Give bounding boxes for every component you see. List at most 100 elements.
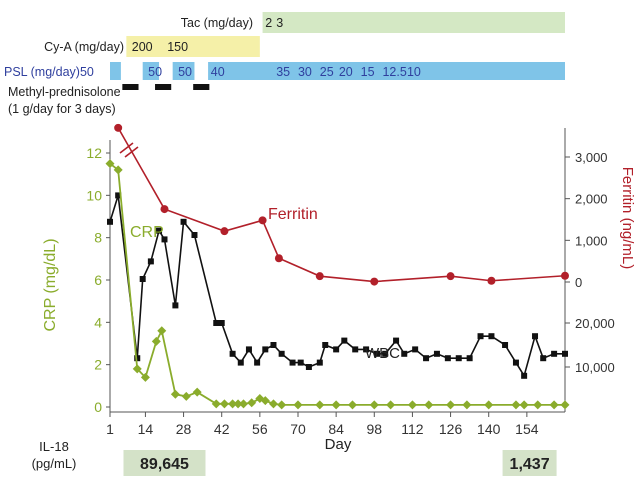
wbc-point <box>333 346 340 353</box>
wbc-point <box>393 337 400 344</box>
crp-annotation: CRP <box>130 224 164 241</box>
crp-point <box>407 400 417 410</box>
cya-label: Cy-A (mg/day) <box>44 40 124 54</box>
crp-point <box>446 400 456 410</box>
tac-bar <box>262 12 565 33</box>
wbc-point <box>172 302 179 309</box>
methylpred-pulse <box>193 84 210 90</box>
il18-value: 89,645 <box>140 456 189 473</box>
wbc-point <box>374 350 381 357</box>
crp-point <box>462 400 472 410</box>
ferritin-line <box>117 127 566 283</box>
tac-label: Tac (mg/day) <box>181 16 253 30</box>
ferritin-point <box>274 254 283 263</box>
crp-point <box>549 400 559 410</box>
treatment-bars: Tac (mg/day) 2 3 Cy-A (mg/day) 200 150 PSL (mg… <box>4 12 565 116</box>
wbc-point <box>115 192 122 199</box>
x-tick-label: 126 <box>439 421 463 437</box>
tac-dose-label: 2 <box>265 16 272 30</box>
il18-value-box <box>123 450 206 476</box>
wbc-point <box>245 346 252 353</box>
wbc-point <box>540 355 547 362</box>
crp-point <box>347 400 357 410</box>
crp-point <box>151 336 161 346</box>
wbc-point <box>466 355 473 362</box>
x-tick-label: 70 <box>290 421 306 437</box>
wbc-point <box>139 276 146 282</box>
labels: CRP Ferritin WBC IL-18 (pg/mL) 89,645 1,437 <box>32 206 557 476</box>
cya-dose-label: 150 <box>167 40 188 54</box>
x-tick-label: 154 <box>515 421 539 437</box>
wbc-point <box>341 337 348 344</box>
crp-point <box>268 399 278 409</box>
crp-tick-label: 8 <box>94 230 102 246</box>
psl-bar-segment <box>110 62 121 80</box>
ferritin-tick-label: 2,000 <box>575 192 608 207</box>
crp-point <box>484 400 494 410</box>
wbc-point <box>502 342 509 348</box>
crp-point <box>511 400 521 410</box>
wbc-point <box>363 346 370 353</box>
crp-point <box>233 399 243 409</box>
psl-dose-label: 12.5 <box>382 65 406 79</box>
psl-bar-segment <box>208 62 565 80</box>
ferritin-axis-title: Ferritin (ng/mL) <box>619 167 636 270</box>
ferritin-point <box>114 123 123 132</box>
crp-point <box>228 399 238 409</box>
wbc-point <box>444 355 451 362</box>
wbc-point <box>423 355 430 362</box>
cya-dose-label: 200 <box>132 40 153 54</box>
psl-dose-label: 35 <box>276 65 290 79</box>
wbc-point <box>551 350 558 357</box>
ferritin-point <box>315 272 324 281</box>
wbc-point <box>237 359 244 366</box>
crp-point <box>277 400 287 410</box>
wbc-point <box>161 236 168 243</box>
crp-point <box>170 389 180 399</box>
wbc-point <box>305 364 312 370</box>
ferritin-tick-label: 3,000 <box>575 150 608 165</box>
crp-point <box>560 400 570 410</box>
wbc-tick-label: 10,000 <box>575 360 615 375</box>
psl-dose-label: 10 <box>407 65 421 79</box>
crp-point <box>424 400 434 410</box>
crp-point <box>211 399 221 409</box>
wbc-point <box>134 355 141 362</box>
ferritin-point <box>446 272 455 281</box>
wbc-point <box>147 258 154 265</box>
x-tick-label: 140 <box>477 421 501 437</box>
wbc-point <box>433 350 440 357</box>
psl-dose-label: 30 <box>298 65 312 79</box>
crp-axis-title: CRP (mg/dL) <box>42 238 59 331</box>
wbc-point <box>254 359 261 366</box>
ferritin-point <box>561 271 569 280</box>
x-axis-title: Day <box>325 436 352 453</box>
methylpred-pulse <box>155 84 172 90</box>
x-tick-label: 14 <box>138 421 154 437</box>
crp-point <box>157 326 167 336</box>
wbc-point <box>107 218 113 225</box>
crp-point <box>315 400 325 410</box>
wbc-point <box>521 372 528 379</box>
x-tick-label: 1 <box>106 421 114 437</box>
wbc-point <box>322 342 329 348</box>
wbc-point <box>180 218 187 225</box>
x-tick-label: 28 <box>176 421 192 437</box>
wbc-point <box>191 232 198 238</box>
axes: 0 2 4 6 8 10 12 CRP (mg/dL) 0 1,000 2,000 3,000 Ferr… <box>42 128 636 453</box>
il18-value: 1,437 <box>510 456 550 473</box>
x-tick-label: 84 <box>328 421 344 437</box>
ferritin-break-mark <box>119 142 134 154</box>
crp-point <box>192 387 202 397</box>
crp-point <box>247 398 257 408</box>
wbc-point <box>316 359 323 366</box>
wbc-point <box>477 333 484 340</box>
ferritin-point <box>258 216 267 225</box>
cya-bar <box>126 36 260 57</box>
crp-point <box>533 400 543 410</box>
ferritin-break-mark <box>124 146 139 158</box>
series <box>105 123 570 410</box>
methylpred-pulse <box>122 84 139 90</box>
tac-dose-label: 3 <box>276 16 283 30</box>
